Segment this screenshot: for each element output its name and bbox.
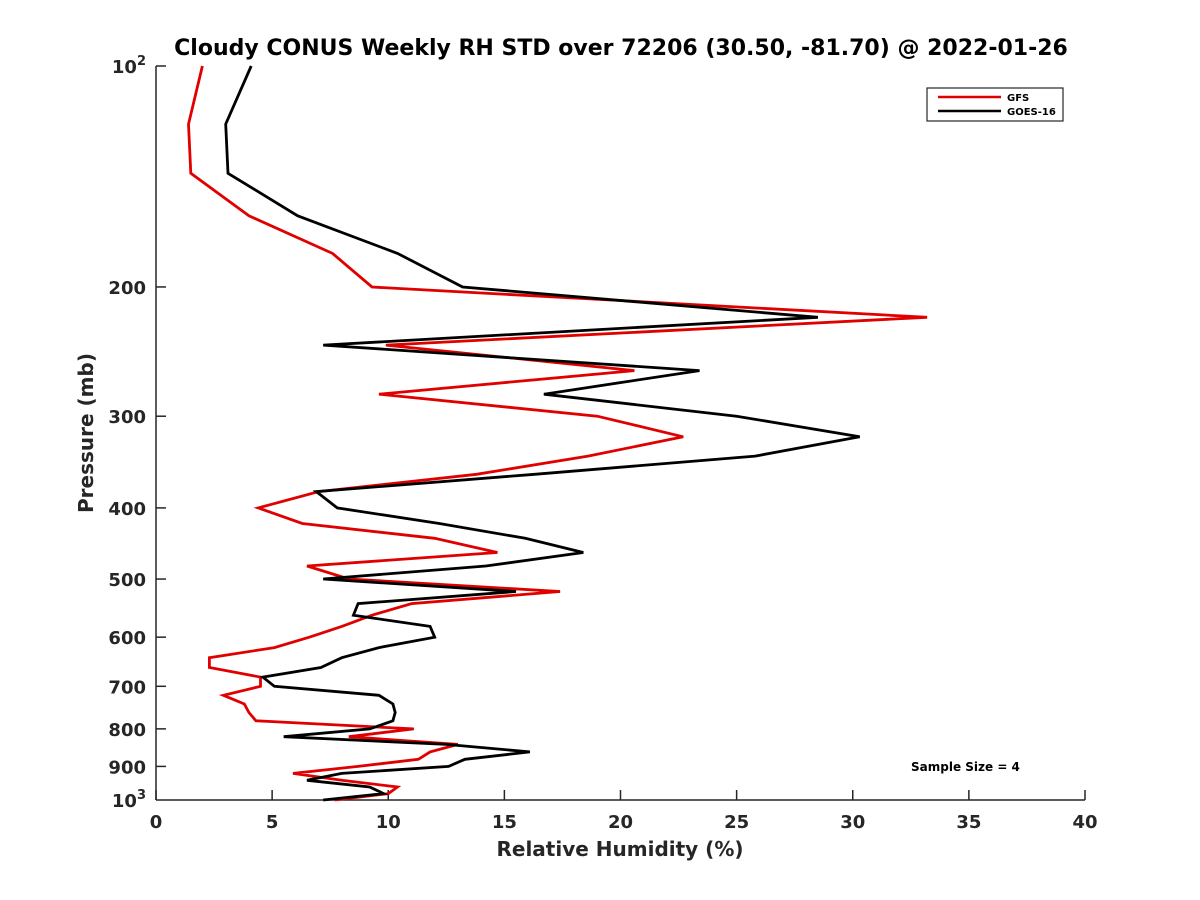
x-tick-label: 35 bbox=[956, 812, 981, 833]
legend-box bbox=[926, 87, 1064, 122]
legend: GFS GOES-16 bbox=[926, 87, 1064, 122]
y-tick-label: 700 bbox=[108, 677, 146, 698]
y-tick-label: 400 bbox=[108, 499, 146, 520]
x-axis-label: Relative Humidity (%) bbox=[496, 837, 743, 861]
series-layer bbox=[187, 65, 928, 802]
y-tick-label: 600 bbox=[108, 628, 146, 649]
series-line-gfs bbox=[187, 65, 928, 802]
x-tick-label: 15 bbox=[492, 812, 517, 833]
x-tick-label: 10 bbox=[376, 812, 401, 833]
x-tick-label: 25 bbox=[724, 812, 749, 833]
y-tick-label: 103 bbox=[112, 788, 146, 812]
legend-label-gfs: GFS bbox=[1007, 93, 1029, 104]
y-tick-exponent: 2 bbox=[137, 54, 146, 69]
x-tick-label: 40 bbox=[1072, 812, 1097, 833]
y-tick-base: 10 bbox=[112, 791, 137, 812]
x-tick-label: 20 bbox=[608, 812, 633, 833]
axes bbox=[155, 66, 1085, 801]
y-tick-label: 900 bbox=[108, 757, 146, 778]
legend-label-goes16: GOES-16 bbox=[1007, 107, 1056, 118]
y-tick-label: 300 bbox=[108, 407, 146, 428]
x-ticks: 0 5 10 15 20 25 30 35 40 bbox=[150, 790, 1098, 833]
y-axis-label: Pressure (mb) bbox=[74, 353, 98, 513]
x-tick-label: 30 bbox=[840, 812, 865, 833]
y-tick-exponent: 3 bbox=[137, 788, 146, 803]
sample-size-annotation: Sample Size = 4 bbox=[911, 760, 1020, 774]
y-tick-label: 102 bbox=[112, 54, 146, 78]
y-tick-base: 10 bbox=[112, 57, 137, 78]
x-tick-label: 0 bbox=[150, 812, 163, 833]
y-tick-label: 500 bbox=[108, 570, 146, 591]
series-line-goes16 bbox=[224, 65, 860, 802]
y-tick-label: 800 bbox=[108, 720, 146, 741]
x-tick-label: 5 bbox=[266, 812, 279, 833]
y-tick-label: 200 bbox=[108, 278, 146, 299]
chart-title: Cloudy CONUS Weekly RH STD over 72206 (3… bbox=[174, 36, 1068, 61]
